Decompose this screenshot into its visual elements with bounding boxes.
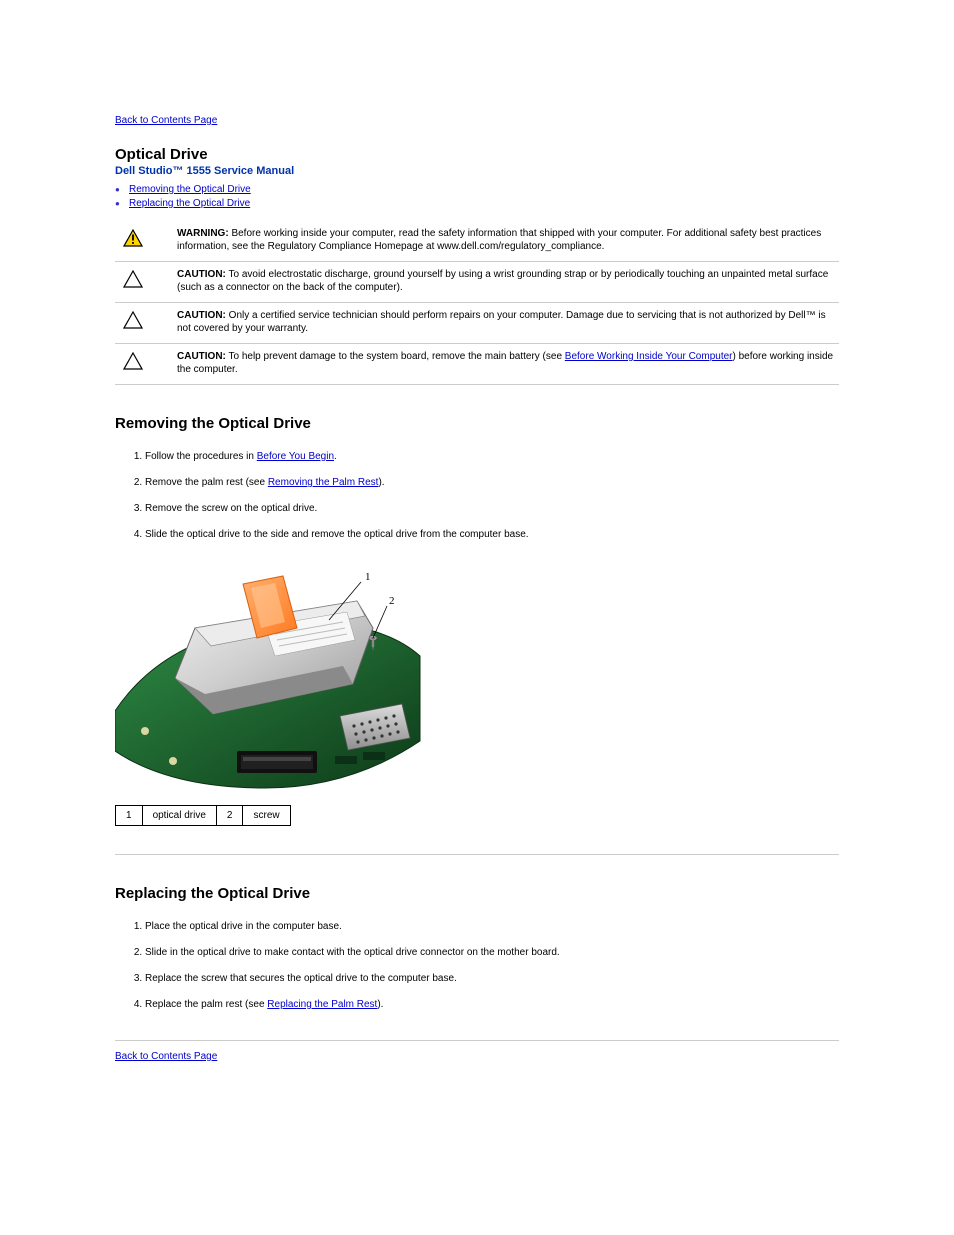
caution-notice-3: CAUTION: To help prevent damage to the s…	[115, 344, 839, 385]
replace-steps: Place the optical drive in the computer …	[115, 920, 839, 1012]
manual-title: Dell Studio™ 1555 Service Manual	[115, 165, 839, 177]
caution-icon	[123, 270, 143, 288]
link-remove-palm-rest[interactable]: Removing the Palm Rest	[268, 477, 379, 488]
cell-1-label: optical drive	[142, 806, 216, 826]
replace-step-2: Slide in the optical drive to make conta…	[145, 946, 839, 960]
caution-icon	[123, 352, 143, 370]
warning-body: Before working inside your computer, rea…	[177, 228, 821, 252]
caution-link-3[interactable]: Before Working Inside Your Computer	[565, 351, 733, 362]
caution-prefix-1: CAUTION:	[177, 269, 226, 280]
caution-body-1: To avoid electrostatic discharge, ground…	[177, 269, 828, 293]
cell-2-label: screw	[243, 806, 290, 826]
page-title: Optical Drive	[115, 146, 839, 163]
caution-notice-2: CAUTION: Only a certified service techni…	[115, 303, 839, 344]
page-body: Back to Contents Page Optical Drive Dell…	[0, 0, 954, 1102]
page-title-text: Optical Drive	[115, 146, 208, 163]
warning-prefix: WARNING:	[177, 228, 229, 239]
remove-step-4: Slide the optical drive to the side and …	[145, 528, 839, 542]
remove-steps: Follow the procedures in Before You Begi…	[115, 450, 839, 542]
section-divider	[115, 854, 839, 855]
figure-svg: 1 2	[115, 566, 430, 801]
remove-step-3: Remove the screw on the optical drive.	[145, 502, 839, 516]
table-row: 1 optical drive 2 screw	[116, 806, 291, 826]
back-to-contents-link-footer[interactable]: Back to Contents Page	[115, 1051, 217, 1062]
replace-title: Replacing the Optical Drive	[115, 885, 839, 902]
remove-step-2: Remove the palm rest (see Removing the P…	[145, 476, 839, 490]
link-replace-palm-rest[interactable]: Replacing the Palm Rest	[267, 999, 377, 1010]
cell-2-num: 2	[216, 806, 243, 826]
link-before-you-begin[interactable]: Before You Begin	[257, 451, 334, 462]
back-to-contents-link[interactable]: Back to Contents Page	[115, 115, 217, 126]
replace-step-1: Place the optical drive in the computer …	[145, 920, 839, 934]
remove-step-1: Follow the procedures in Before You Begi…	[145, 450, 839, 464]
caution-body-3a: To help prevent damage to the system boa…	[229, 351, 565, 362]
toc-link-remove[interactable]: Removing the Optical Drive	[129, 184, 251, 195]
callout-2: 2	[389, 595, 395, 607]
caution-prefix-3: CAUTION:	[177, 351, 226, 362]
toc-link-replace[interactable]: Replacing the Optical Drive	[129, 198, 250, 209]
caution-body-2: Only a certified service technician shou…	[177, 310, 826, 334]
remove-title: Removing the Optical Drive	[115, 415, 839, 432]
figure-optical-drive: 1 2 1 optical drive 2 screw	[115, 566, 839, 826]
warning-icon	[123, 229, 143, 247]
replace-step-4: Replace the palm rest (see Replacing the…	[145, 998, 839, 1012]
warning-notice: WARNING: Before working inside your comp…	[115, 221, 839, 262]
caution-icon	[123, 311, 143, 329]
callout-1: 1	[365, 571, 371, 583]
cell-1-num: 1	[116, 806, 143, 826]
replace-step-3: Replace the screw that secures the optic…	[145, 972, 839, 986]
table-of-contents: Removing the Optical Drive Replacing the…	[115, 183, 839, 211]
caution-prefix-2: CAUTION:	[177, 310, 226, 321]
caution-notice-1: CAUTION: To avoid electrostatic discharg…	[115, 262, 839, 303]
callout-table: 1 optical drive 2 screw	[115, 805, 291, 826]
